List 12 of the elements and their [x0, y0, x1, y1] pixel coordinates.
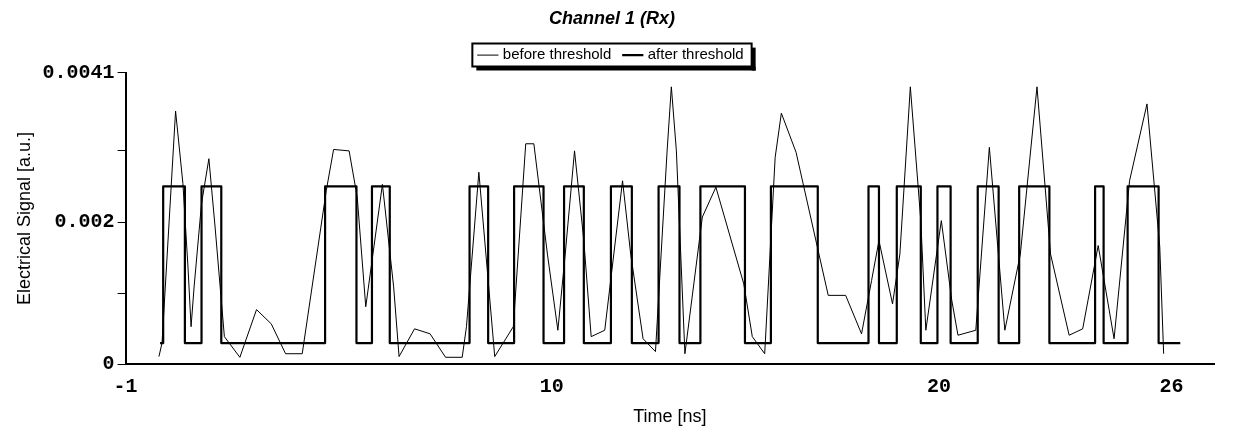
y-tick-label: 0 — [102, 352, 115, 376]
x-tick-label: 26 — [1159, 375, 1184, 399]
x-tick-label: -1 — [113, 375, 138, 399]
x-axis-title: Time [ns] — [633, 406, 707, 427]
x-tick-label: 20 — [926, 375, 952, 399]
y-tick-label: 0.0041 — [42, 60, 115, 84]
legend-label: after threshold — [647, 45, 744, 63]
y-tick-label: 0.002 — [54, 210, 115, 234]
y-axis-title: Electrical Signal [a.u.] — [13, 131, 34, 306]
x-tick-label: 10 — [539, 375, 564, 399]
legend-label: before threshold — [502, 45, 612, 63]
chart-title: Channel 1 (Rx) — [548, 7, 676, 28]
